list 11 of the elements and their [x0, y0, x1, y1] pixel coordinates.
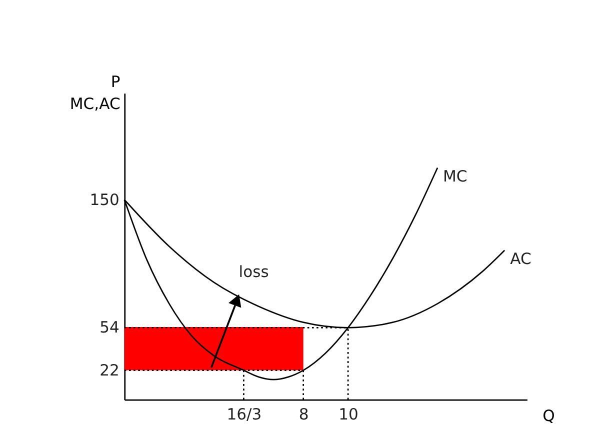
y-tick-label: 150: [90, 190, 120, 209]
y-tick-label: 54: [100, 318, 120, 337]
annotation: loss: [238, 263, 269, 282]
y-axis-title: P MC,AC: [70, 73, 120, 114]
x-tick-label: 16/3: [226, 405, 262, 424]
x-tick-label: 10: [338, 405, 358, 424]
series-label: MC: [442, 167, 468, 186]
x-tick-label: 8: [298, 405, 309, 424]
x-axis-title: Q: [542, 407, 555, 426]
series-label: AC: [510, 250, 532, 268]
y-tick-label: 22: [100, 361, 120, 380]
